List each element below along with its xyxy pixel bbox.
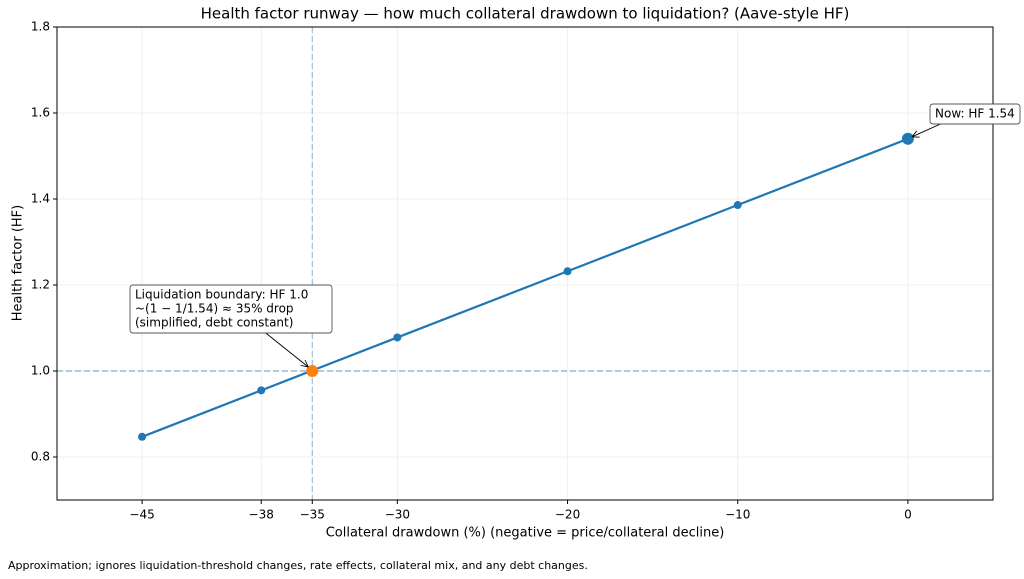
chart-title: Health factor runway — how much collater… — [201, 5, 850, 23]
plot-frame — [56, 26, 994, 501]
annotation-arrow — [261, 329, 308, 367]
x-tick-label: −35 — [300, 508, 325, 522]
annotation-box — [929, 103, 1021, 125]
annotation-text: Now: HF 1.54 — [935, 107, 1015, 121]
data-point — [563, 267, 572, 276]
annotation-text: (simplified, debt constant) — [135, 316, 293, 330]
x-tick-label: −38 — [249, 508, 274, 522]
x-tick-label: −45 — [129, 508, 154, 522]
x-tick-label: −30 — [385, 508, 410, 522]
highlight-point — [306, 365, 319, 377]
x-tick-label: −10 — [725, 508, 750, 522]
annotation-text: Liquidation boundary: HF 1.0 — [135, 288, 308, 302]
y-tick-label: 1.8 — [31, 20, 50, 34]
footnote: Approximation; ignores liquidation-thres… — [8, 559, 588, 572]
annotation-text: ~(1 − 1/1.54) ≈ 35% drop — [135, 302, 294, 316]
x-tick-label: −20 — [555, 508, 580, 522]
data-point — [733, 201, 742, 210]
y-tick-label: 1.4 — [31, 192, 50, 206]
data-line — [141, 137, 909, 438]
annotation-arrow — [912, 121, 946, 137]
data-point — [257, 386, 266, 395]
y-tick-label: 0.8 — [31, 450, 50, 464]
y-tick-label: 1.0 — [31, 364, 50, 378]
data-point — [138, 432, 147, 441]
y-tick-label: 1.2 — [31, 278, 50, 292]
y-tick-label: 1.6 — [31, 106, 50, 120]
y-axis-label: Health factor (HF) — [11, 205, 26, 321]
x-axis-label: Collateral drawdown (%) (negative = pric… — [326, 526, 725, 541]
highlight-point — [901, 132, 914, 145]
annotation-box — [129, 284, 333, 334]
data-point — [393, 333, 402, 342]
x-tick-label: 0 — [904, 508, 912, 522]
